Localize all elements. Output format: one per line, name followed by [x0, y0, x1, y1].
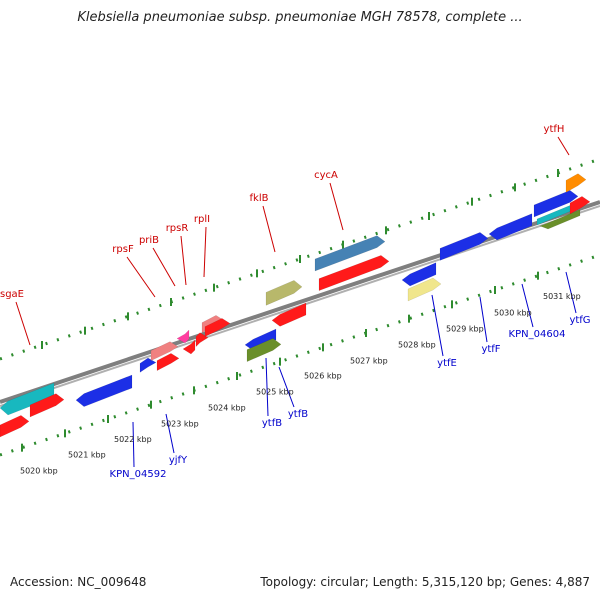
gene-label-leader	[262, 205, 276, 253]
gene-feature-reverse[interactable]	[401, 262, 437, 287]
gene-label-leader	[152, 247, 176, 287]
gene-label-bottom[interactable]: KPN_04604	[509, 329, 566, 340]
gene-label-leader	[203, 226, 207, 278]
gene-feature-reverse[interactable]	[176, 329, 190, 344]
scale-labels: 5020 kbp 5021 kbp 5022 kbp 5023 kbp 5024 kbp…	[20, 292, 581, 475]
gene-label-leader	[479, 296, 488, 343]
gene-label-top[interactable]: priB	[139, 235, 159, 246]
gene-feature-forward[interactable]	[565, 173, 587, 193]
scale-label: 5030 kbp	[494, 308, 532, 317]
gene-label-leader	[557, 136, 570, 156]
gene-label-top[interactable]: sgaE	[0, 289, 24, 300]
gene-label-bottom[interactable]: yjfY	[169, 455, 188, 466]
gene-label-leader	[521, 283, 534, 328]
gene-label-bottom[interactable]: ytfB	[262, 418, 282, 429]
gene-feature-forward[interactable]	[182, 339, 196, 355]
gene-feature-forward[interactable]	[318, 255, 390, 292]
scale-label: 5024 kbp	[208, 404, 246, 413]
gene-feature-reverse[interactable]	[533, 190, 579, 218]
gene-label-bottom[interactable]: ytfF	[481, 344, 500, 355]
gene-feature-reverse[interactable]	[156, 353, 180, 372]
gene-features	[0, 173, 591, 438]
scale-label: 5025 kbp	[256, 388, 294, 397]
gene-label-leader	[265, 357, 269, 417]
gene-label-leader	[180, 235, 187, 286]
gene-label-leader	[278, 366, 295, 408]
gene-feature-forward[interactable]	[271, 302, 307, 327]
gene-feature-forward[interactable]	[407, 277, 442, 302]
gene-feature-forward[interactable]	[488, 213, 533, 241]
gene-feature-reverse[interactable]	[0, 415, 30, 438]
gene-label-top[interactable]: ytfH	[544, 124, 565, 135]
scale-label: 5029 kbp	[446, 324, 484, 333]
gene-label-leader	[126, 256, 156, 298]
scale-label: 5026 kbp	[304, 372, 342, 381]
gene-feature-reverse[interactable]	[539, 209, 581, 230]
scale-label: 5027 kbp	[350, 356, 388, 365]
gene-label-bottom[interactable]: KPN_04592	[110, 469, 167, 480]
gene-feature-reverse[interactable]	[139, 357, 157, 373]
scale-label: 5028 kbp	[398, 340, 436, 349]
gene-feature-reverse[interactable]	[439, 232, 489, 261]
gene-feature-reverse[interactable]	[265, 280, 303, 306]
scale-label: 5023 kbp	[161, 419, 199, 428]
page-title: Klebsiella pneumoniae subsp. pneumoniae …	[77, 10, 523, 25]
gene-labels: sgaE rpsF priB rpsR rplI fklB cycA ytfH KPN_0459…	[0, 124, 591, 480]
gene-label-leader	[329, 182, 344, 231]
gene-label-bottom[interactable]: ytfB	[288, 409, 308, 420]
scale-label: 5021 kbp	[68, 450, 106, 459]
gene-label-leader	[15, 301, 31, 346]
gene-label-leader	[165, 413, 175, 454]
scale-label: 5020 kbp	[20, 466, 58, 475]
gene-feature-forward[interactable]	[204, 318, 231, 338]
gene-label-bottom[interactable]: ytfE	[437, 358, 457, 369]
gene-label-top[interactable]: cycA	[314, 170, 338, 181]
gene-label-top[interactable]: rplI	[194, 214, 210, 225]
gene-label-leader	[132, 421, 135, 468]
scale-label: 5022 kbp	[114, 435, 152, 444]
gene-feature-reverse[interactable]	[569, 196, 591, 215]
gene-feature-reverse[interactable]	[314, 235, 386, 272]
gene-label-top[interactable]: rpsF	[112, 244, 134, 255]
gene-feature-forward[interactable]	[150, 341, 179, 362]
gene-label-top[interactable]: fklB	[250, 193, 269, 204]
genome-summary-text: Topology: circular; Length: 5,315,120 bp…	[260, 575, 590, 589]
accession-text: Accession: NC_009648	[10, 575, 147, 589]
gene-label-bottom[interactable]: ytfG	[569, 315, 590, 326]
gene-feature-forward[interactable]	[29, 393, 65, 418]
gene-label-leader	[431, 294, 444, 357]
gene-label-leader	[565, 271, 577, 314]
gene-feature-forward[interactable]	[75, 374, 133, 407]
scale-label: 5031 kbp	[543, 292, 581, 301]
gene-feature-forward[interactable]	[246, 338, 282, 363]
gene-label-top[interactable]: rpsR	[166, 223, 189, 234]
